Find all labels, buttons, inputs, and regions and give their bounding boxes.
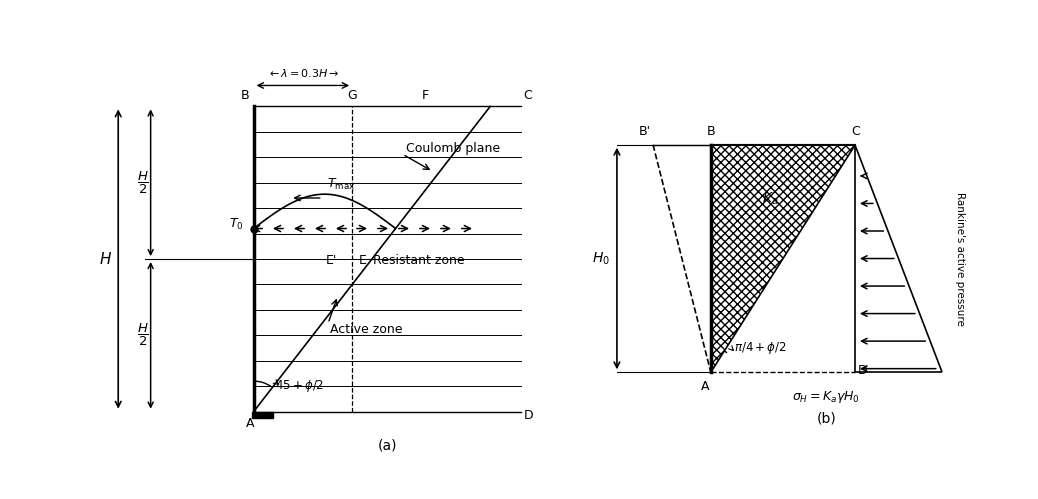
Text: $\dfrac{H}{2}$: $\dfrac{H}{2}$ [137, 170, 149, 196]
Text: Coulomb plane: Coulomb plane [406, 142, 500, 155]
Text: C: C [851, 125, 859, 138]
Text: E: E [359, 254, 366, 267]
Text: E': E' [325, 254, 336, 267]
Bar [252, 412, 273, 419]
Text: (b): (b) [817, 412, 837, 426]
Text: Active zone: Active zone [330, 323, 403, 336]
Text: C: C [524, 89, 532, 102]
Text: G: G [347, 89, 357, 102]
Text: D: D [858, 364, 868, 377]
Text: B': B' [639, 125, 651, 138]
Text: $H_0$: $H_0$ [592, 250, 609, 267]
Text: B: B [241, 89, 249, 102]
Text: D: D [524, 409, 534, 422]
Text: $T_0$: $T_0$ [229, 217, 244, 232]
Text: $T_{\mathrm{max}}$: $T_{\mathrm{max}}$ [327, 177, 355, 192]
Text: Resistant zone: Resistant zone [373, 254, 465, 267]
Polygon shape [855, 145, 941, 372]
Text: $K_a$: $K_a$ [762, 191, 778, 207]
Text: (a): (a) [378, 438, 397, 452]
Polygon shape [711, 145, 855, 372]
Text: $H$: $H$ [100, 251, 112, 267]
Text: $\dfrac{H}{2}$: $\dfrac{H}{2}$ [137, 322, 149, 348]
Text: B: B [707, 125, 715, 138]
Text: $45 + \phi/2$: $45 + \phi/2$ [275, 378, 324, 395]
Text: $\pi/4 + \phi/2$: $\pi/4 + \phi/2$ [734, 340, 787, 356]
Text: F: F [421, 89, 429, 102]
Text: $\leftarrow \lambda = 0.3H\rightarrow$: $\leftarrow \lambda = 0.3H\rightarrow$ [267, 66, 339, 79]
Text: Rankine's active pressure: Rankine's active pressure [955, 192, 964, 325]
Text: A: A [701, 380, 710, 393]
Text: A: A [246, 417, 254, 430]
Text: $\sigma_H = K_a \gamma H_0$: $\sigma_H = K_a \gamma H_0$ [792, 389, 861, 405]
